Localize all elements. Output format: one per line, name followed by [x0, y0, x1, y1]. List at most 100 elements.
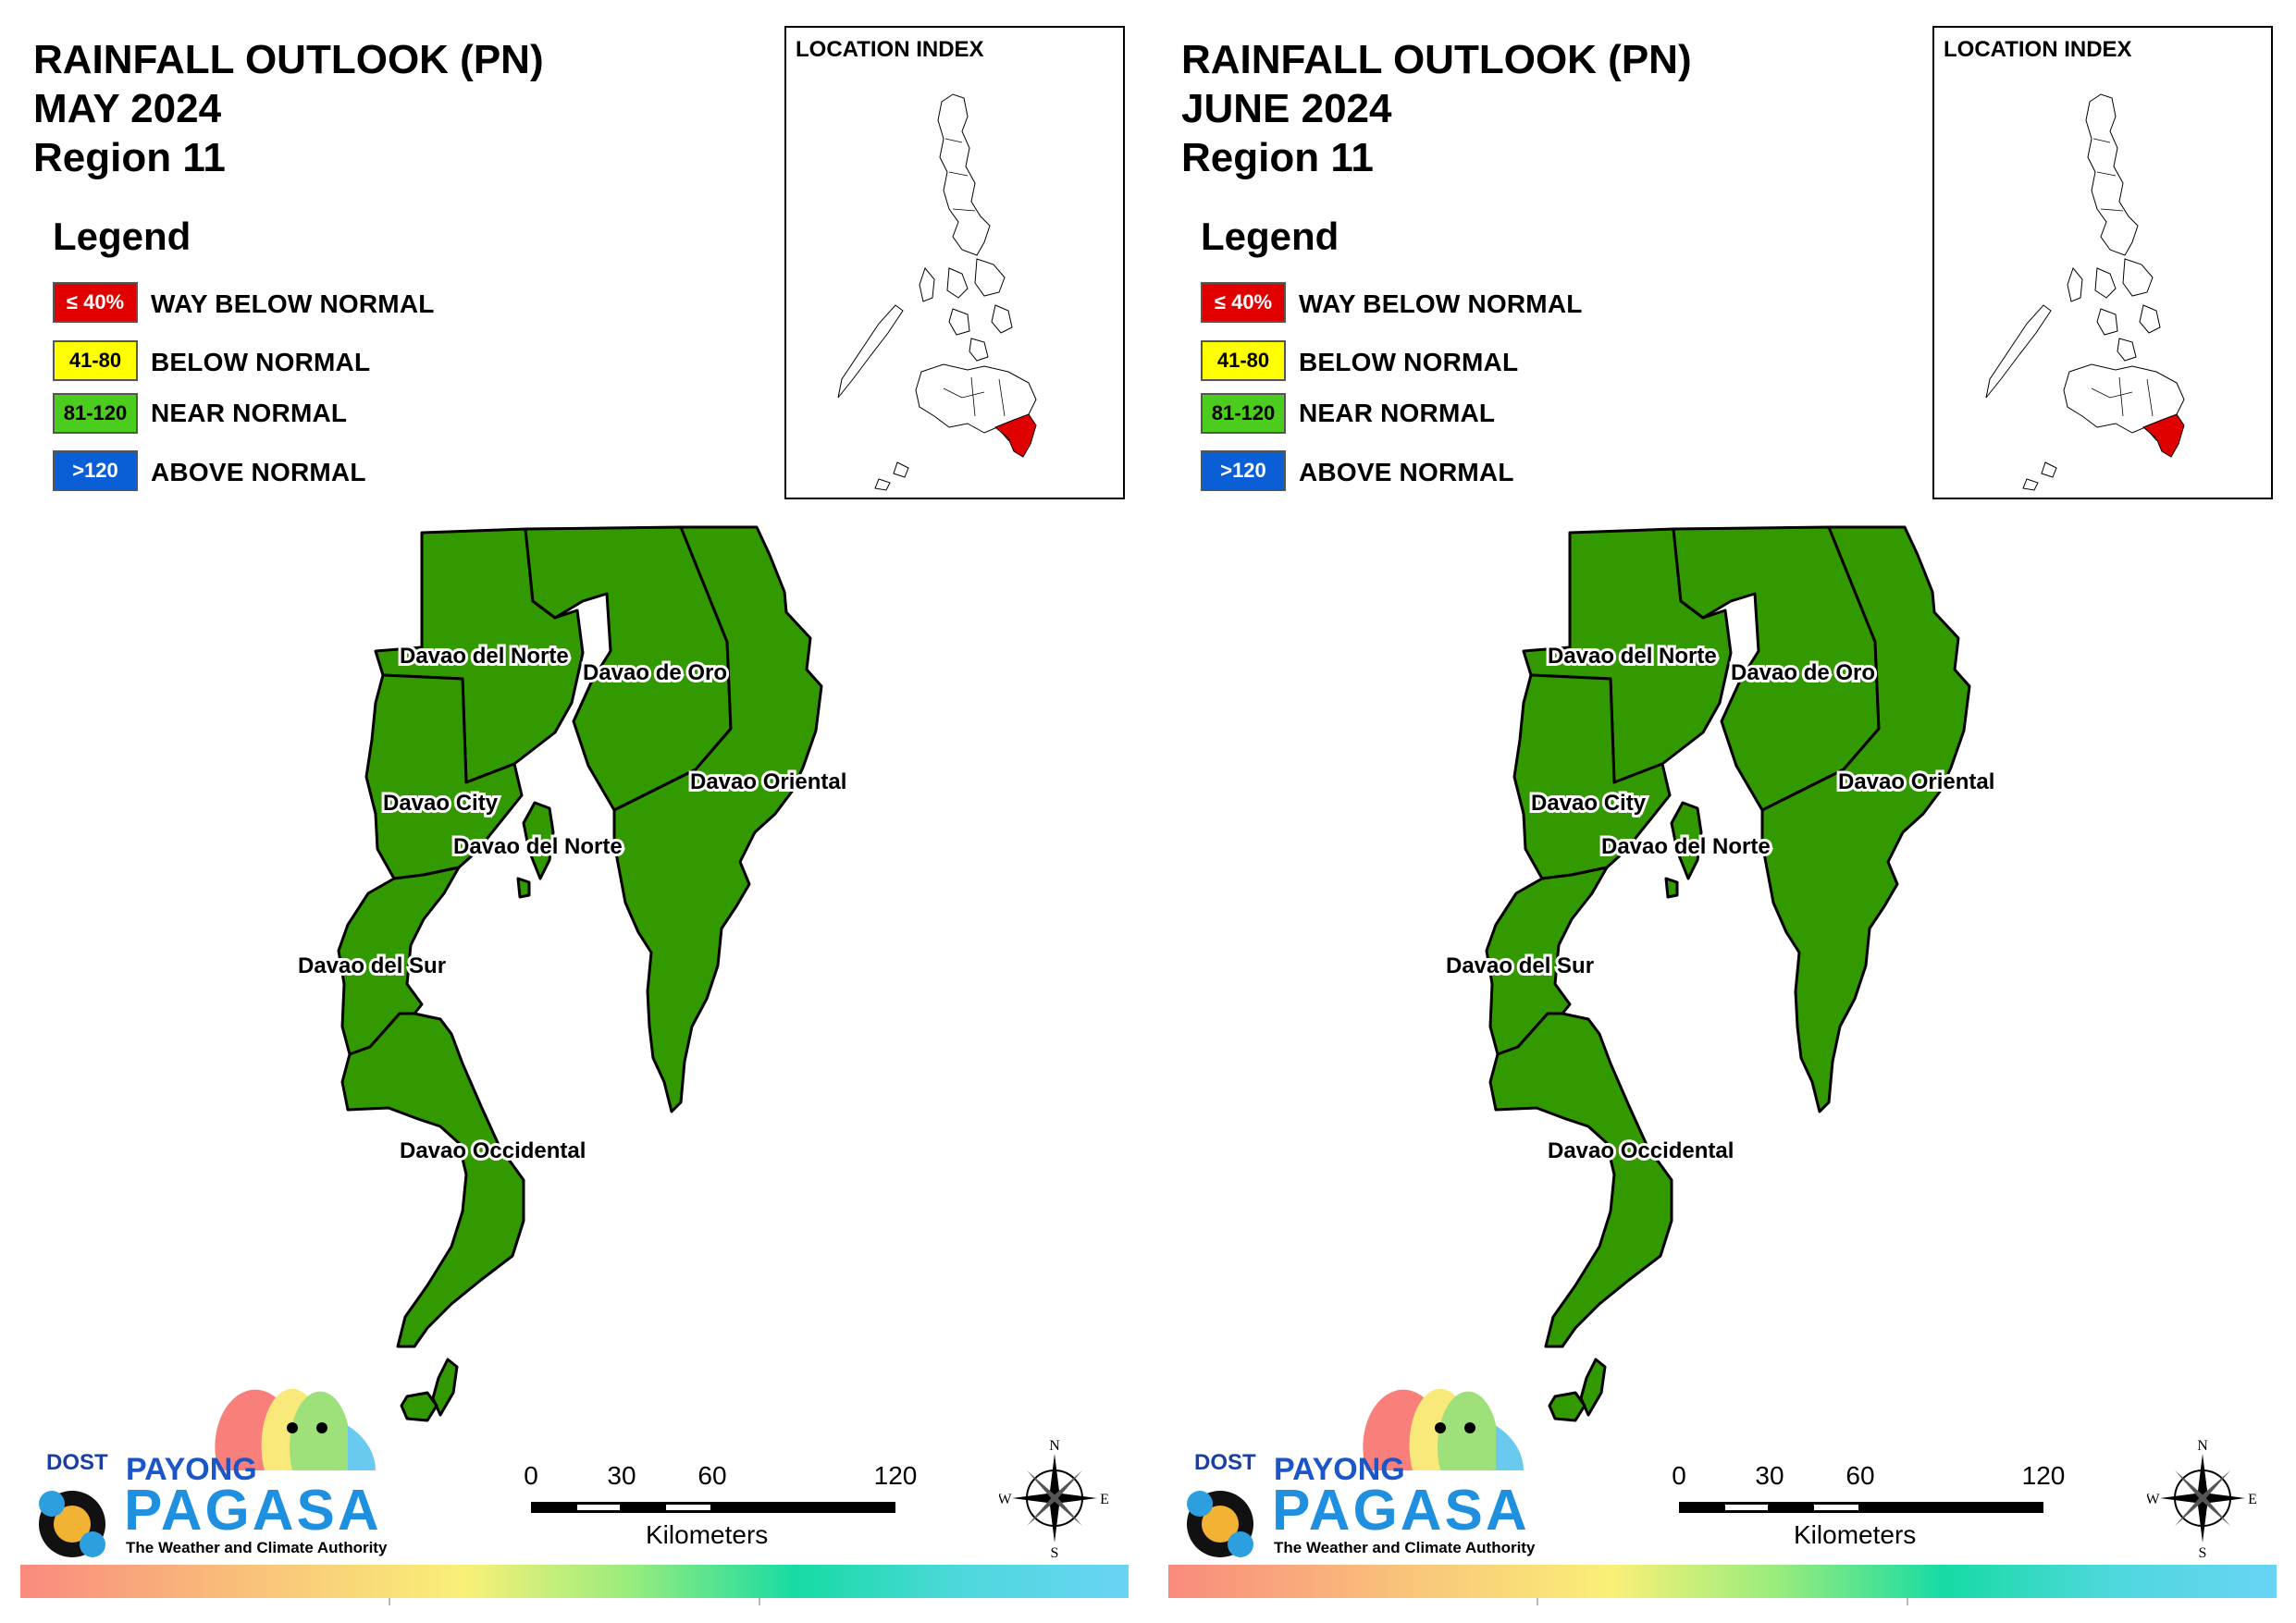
- legend-swatch-red: ≤ 40%: [53, 282, 138, 323]
- legend-swatch-blue: >120: [1201, 450, 1286, 491]
- balut-island: [1579, 1358, 1607, 1417]
- scale-tick-30: 30: [1755, 1461, 1784, 1490]
- scale-bar-segments: [1679, 1502, 2043, 1513]
- logo-pagasa-text: PAGASA: [124, 1479, 382, 1543]
- province-labels: Davao del Norte Davao de Oro Davao Orien…: [295, 641, 849, 1166]
- label-davao-occidental: Davao Occidental: [400, 1138, 586, 1163]
- footer-tick: [389, 1598, 390, 1605]
- title-line-1: RAINFALL OUTLOOK (PN): [33, 37, 544, 82]
- legend-title: Legend: [1201, 215, 1339, 258]
- philippines-index-map: [837, 93, 1037, 491]
- map-title: RAINFALL OUTLOOK (PN) MAY 2024 Region 11: [33, 35, 544, 182]
- region-11-map: Davao del Norte Davao de Oro Davao Orien…: [295, 525, 849, 1422]
- scale-bar: 0 30 60 120 Kilometers: [524, 1461, 918, 1563]
- legend-swatch-green: 81-120: [1201, 393, 1286, 434]
- scale-tick-120: 120: [873, 1461, 918, 1490]
- label-davao-oriental: Davao Oriental: [690, 769, 846, 794]
- footer-gradient-bar: [20, 1565, 1129, 1598]
- legend-label: BELOW NORMAL: [151, 348, 371, 376]
- compass-n: N: [1049, 1439, 1060, 1454]
- talikud-island: [516, 877, 531, 899]
- footer-tick: [759, 1598, 760, 1605]
- scale-tick-0: 0: [1672, 1461, 1686, 1490]
- legend-label: NEAR NORMAL: [151, 399, 348, 427]
- compass-e: E: [1100, 1492, 1109, 1507]
- scale-bar-segments: [531, 1502, 895, 1513]
- footer-tick: [1907, 1598, 1908, 1605]
- north-arrow-compass: N E S W: [2145, 1438, 2258, 1561]
- legend-label: WAY BELOW NORMAL: [1299, 289, 1583, 318]
- compass-rose-icon: N E S W: [997, 1438, 1109, 1561]
- legend-label: BELOW NORMAL: [1299, 348, 1519, 376]
- province-davao-oriental: [1760, 525, 1971, 1113]
- legend-swatch-red: ≤ 40%: [1201, 282, 1286, 323]
- legend-swatch-yellow: 41-80: [1201, 340, 1286, 381]
- label-davao-city: Davao City: [383, 791, 499, 816]
- label-davao-city: Davao City: [1531, 791, 1647, 816]
- title-region: Region 11: [1181, 135, 1374, 180]
- outlook-panel-may: RAINFALL OUTLOOK (PN) MAY 2024 Region 11…: [20, 26, 1129, 1605]
- payong-pagasa-logo: DOST PAYONG PAGASA The Weather and Clima…: [33, 1387, 388, 1563]
- region-11-map: Davao del Norte Davao de Oro Davao Orien…: [1443, 525, 1997, 1422]
- legend-label: WAY BELOW NORMAL: [151, 289, 435, 318]
- logo-payong-text: PAYONG: [1274, 1452, 1405, 1487]
- samal-island: [522, 801, 555, 880]
- scale-tick-60: 60: [1845, 1461, 1875, 1490]
- sarangani-island: [400, 1391, 438, 1422]
- logo-tagline: The Weather and Climate Authority: [1274, 1539, 1536, 1556]
- label-davao-del-sur: Davao del Sur: [298, 953, 446, 978]
- talikud-island: [1664, 877, 1679, 899]
- title-month: JUNE 2024: [1181, 86, 1392, 131]
- scale-tick-120: 120: [2021, 1461, 2066, 1490]
- location-index-inset: LOCATION INDEX: [784, 26, 1125, 499]
- scale-tick-30: 30: [607, 1461, 636, 1490]
- label-davao-del-norte-samal: Davao del Norte: [1601, 834, 1771, 859]
- compass-w: W: [999, 1492, 1012, 1507]
- compass-w: W: [2147, 1492, 2160, 1507]
- balut-island: [431, 1358, 459, 1417]
- label-davao-del-sur: Davao del Sur: [1446, 953, 1594, 978]
- payong-pagasa-logo: DOST PAYONG PAGASA The Weather and Clima…: [1181, 1387, 1536, 1563]
- title-line-1: RAINFALL OUTLOOK (PN): [1181, 37, 1692, 82]
- legend-swatch-blue: >120: [53, 450, 138, 491]
- legend-label: ABOVE NORMAL: [151, 458, 366, 486]
- map-title: RAINFALL OUTLOOK (PN) JUNE 2024 Region 1…: [1181, 35, 1692, 182]
- label-davao-oriental: Davao Oriental: [1838, 769, 1994, 794]
- logo-pagasa-text: PAGASA: [1272, 1479, 1530, 1543]
- legend-title: Legend: [53, 215, 191, 258]
- label-davao-de-oro: Davao de Oro: [583, 660, 727, 685]
- scale-tick-0: 0: [524, 1461, 538, 1490]
- logo-tagline: The Weather and Climate Authority: [126, 1539, 388, 1556]
- footer-tick: [1537, 1598, 1538, 1605]
- footer-gradient-bar: [1168, 1565, 2277, 1598]
- compass-e: E: [2248, 1492, 2257, 1507]
- scale-unit-label: Kilometers: [646, 1520, 769, 1549]
- province-davao-occidental: [340, 1012, 525, 1348]
- legend-label: ABOVE NORMAL: [1299, 458, 1514, 486]
- label-davao-del-norte: Davao del Norte: [400, 644, 569, 669]
- title-region: Region 11: [33, 135, 226, 180]
- compass-rose-icon: N E S W: [2145, 1438, 2257, 1561]
- location-index-inset: LOCATION INDEX: [1932, 26, 2273, 499]
- scale-tick-60: 60: [697, 1461, 727, 1490]
- sarangani-island: [1548, 1391, 1586, 1422]
- outlook-panel-june: RAINFALL OUTLOOK (PN) JUNE 2024 Region 1…: [1148, 0, 2296, 1623]
- legend-swatch-green: 81-120: [53, 393, 138, 434]
- province-davao-oriental: [612, 525, 823, 1113]
- logo-dost-text: DOST: [1194, 1450, 1256, 1475]
- scale-unit-label: Kilometers: [1794, 1520, 1917, 1549]
- samal-island: [1670, 801, 1703, 880]
- umbrella-icon: [39, 1388, 376, 1557]
- label-davao-occidental: Davao Occidental: [1548, 1138, 1734, 1163]
- scale-bar: 0 30 60 120 Kilometers: [1672, 1461, 2066, 1563]
- label-davao-del-norte: Davao del Norte: [1548, 644, 1717, 669]
- label-davao-de-oro: Davao de Oro: [1731, 660, 1875, 685]
- legend-swatch-yellow: 41-80: [53, 340, 138, 381]
- location-index-title: LOCATION INDEX: [796, 37, 984, 62]
- title-month: MAY 2024: [33, 86, 222, 131]
- logo-dost-text: DOST: [46, 1450, 108, 1475]
- compass-s: S: [2199, 1545, 2207, 1559]
- legend-label: NEAR NORMAL: [1299, 399, 1496, 427]
- province-labels: Davao del Norte Davao de Oro Davao Orien…: [1443, 641, 1997, 1166]
- label-davao-del-norte-samal: Davao del Norte: [453, 834, 623, 859]
